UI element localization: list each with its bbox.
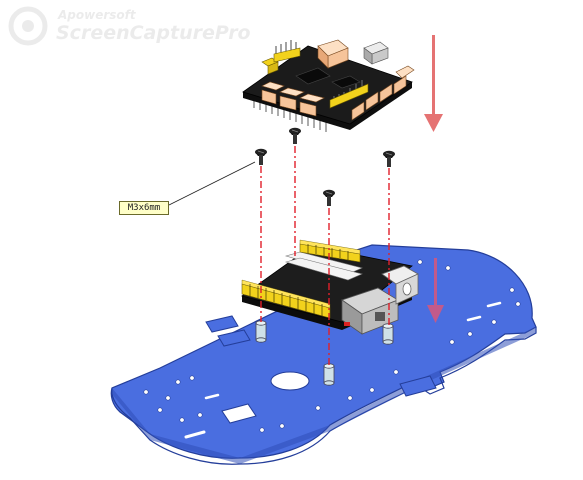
terminal-blocks [261,65,415,121]
header-pins-back [299,239,361,263]
screw-size-callout: M3x6mm [119,201,169,215]
down-arrow-icon [424,35,443,132]
screw-icon [289,127,301,144]
callout-leader-line [168,161,256,206]
standoff-icon [255,320,267,343]
main-board [241,239,419,335]
screw-icon [255,148,267,165]
guide-lines [260,146,390,366]
header-pins-front [241,279,331,319]
shield-header-pins [261,40,369,109]
screw-icon [323,189,335,206]
driver-chip-icon [331,75,361,89]
watermark-line2: ScreenCapturePro [56,22,251,44]
dc-power-jack [381,265,419,305]
chassis-plate [110,244,537,465]
watermark: Apowersoft ScreenCapturePro [8,4,251,48]
power-switch [363,41,389,65]
watermark-logo-icon [8,6,48,46]
motor-shield-board [242,39,415,132]
screws [255,127,395,206]
power-connector [317,39,349,69]
standoff-icon [382,323,394,345]
watermark-line1: Apowersoft [58,8,136,22]
down-arrow-icon [427,258,444,323]
standoffs [255,320,394,386]
reset-button-icon [344,322,350,326]
driver-chip-icon [295,67,331,85]
screw-icon [383,150,395,167]
standoff-icon [323,363,335,386]
